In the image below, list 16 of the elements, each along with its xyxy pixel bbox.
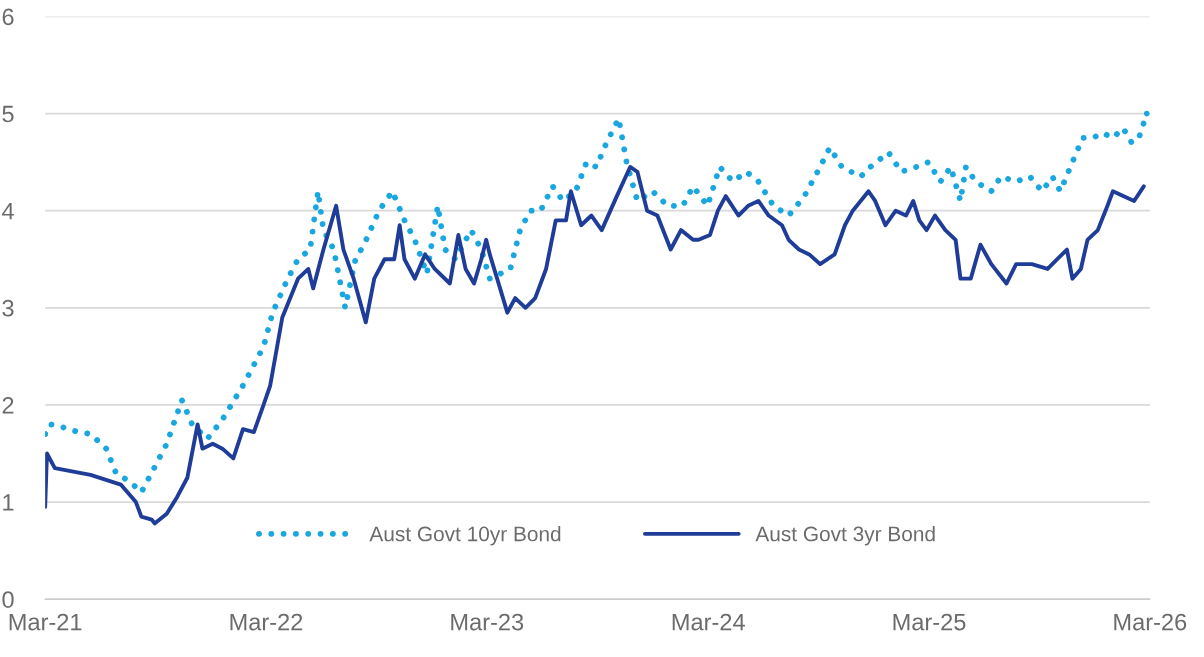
y-tick-label: 1 (3, 494, 14, 511)
x-tick-label: Mar-22 (230, 613, 303, 631)
x-tick-label: Mar-25 (893, 613, 966, 631)
y-tick-label: 3 (2, 299, 14, 317)
y-tick-label: 6 (2, 8, 14, 26)
y-tick-label: 2 (2, 397, 14, 414)
legend-label: Aust Govt 3yr Bond (755, 526, 935, 546)
line-series (45, 165, 1146, 526)
y-tick-label: 5 (2, 105, 14, 123)
x-tick-label: Mar-23 (451, 613, 524, 631)
y-tick-label: 0 (2, 591, 14, 608)
x-tick-label: Mar-21 (9, 613, 82, 631)
y-tick-label: 4 (2, 202, 14, 220)
x-tick-label: Mar-26 (1114, 613, 1187, 631)
legend-label: Aust Govt 10yr Bond (369, 526, 561, 546)
x-tick-label: Mar-24 (672, 613, 745, 631)
